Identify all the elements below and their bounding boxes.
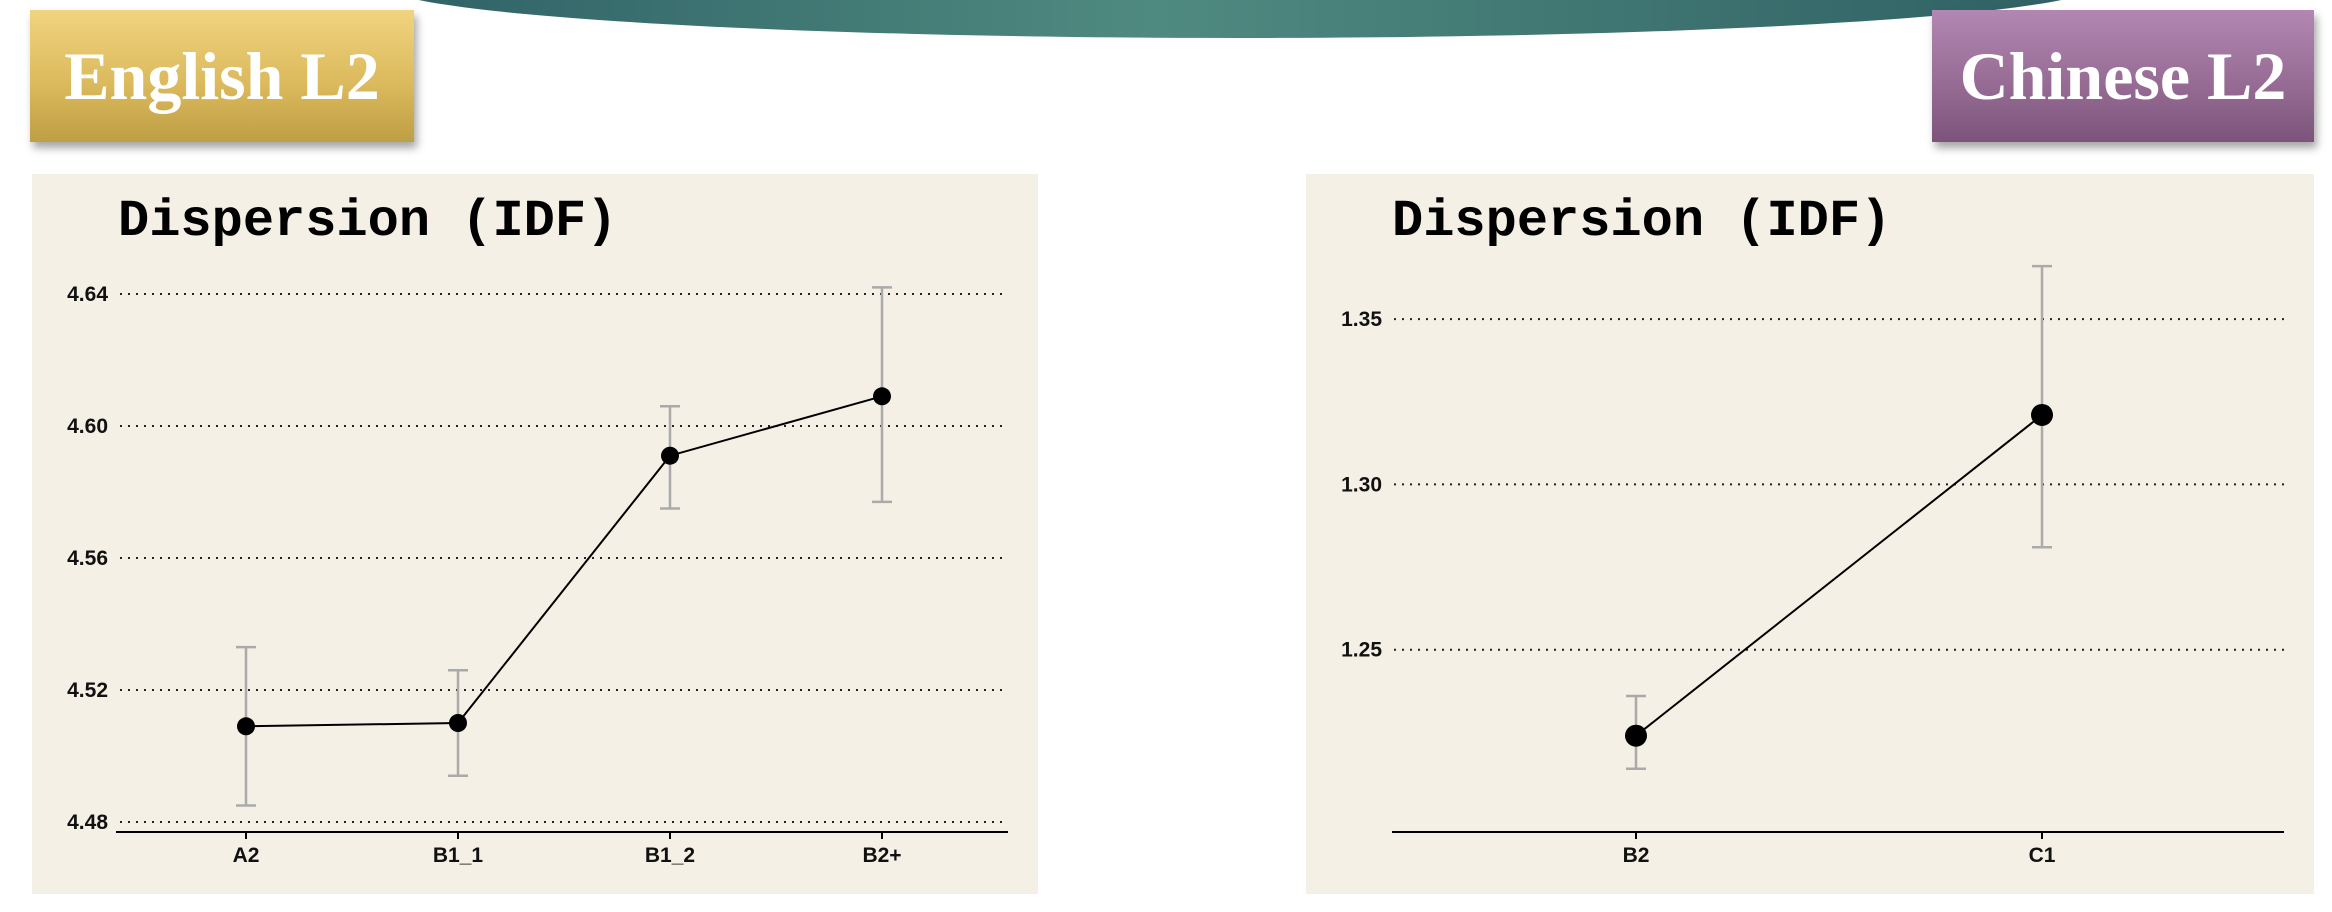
x-tick-label: B1_2 (645, 844, 695, 867)
y-tick-label: 4.48 (67, 811, 108, 834)
x-tick-label: B2+ (862, 844, 901, 867)
chinese-l2-banner: Chinese L2 (1932, 10, 2314, 142)
y-tick-label: 1.35 (1341, 308, 1382, 331)
y-tick-label: 4.64 (67, 283, 108, 306)
data-point (237, 717, 255, 736)
english-chart-title: Dispersion (IDF) (118, 192, 618, 251)
y-tick-label: 1.30 (1341, 473, 1382, 496)
series-line (245, 395, 883, 728)
x-tick-label: B1_1 (433, 844, 484, 867)
data-point (1625, 724, 1647, 747)
y-tick-label: 4.56 (67, 547, 108, 570)
chinese-l2-label: Chinese L2 (1959, 37, 2287, 114)
y-tick-label: 4.52 (67, 679, 108, 702)
header-arc-decoration (380, 0, 2100, 38)
english-chart-panel: Dispersion (IDF) 4.48 4.52 4.56 4.60 4.64 A2 B… (32, 174, 1038, 894)
english-dispersion-chart: 4.48 4.52 4.56 4.60 4.64 A2 B1_1 B1_2 B2+ (67, 283, 1008, 867)
data-point (661, 446, 679, 465)
data-point (449, 714, 467, 732)
y-tick-label: 4.60 (67, 415, 108, 438)
x-tick-label: C1 (2029, 844, 2056, 867)
english-l2-banner: English L2 (30, 10, 414, 142)
x-tick-label: B2 (1623, 844, 1650, 867)
chinese-chart-title: Dispersion (IDF) (1392, 192, 1892, 251)
chinese-dispersion-chart: 1.25 1.30 1.35 B2 C1 (1341, 264, 2286, 867)
series-line (1635, 414, 2043, 737)
data-point (873, 387, 891, 406)
english-l2-label: English L2 (64, 37, 380, 114)
y-tick-label: 1.25 (1341, 639, 1382, 662)
chinese-chart-panel: Dispersion (IDF) 1.25 1.30 1.35 B2 C1 (1306, 174, 2314, 894)
x-tick-label: A2 (233, 844, 260, 867)
data-point (2031, 403, 2053, 426)
